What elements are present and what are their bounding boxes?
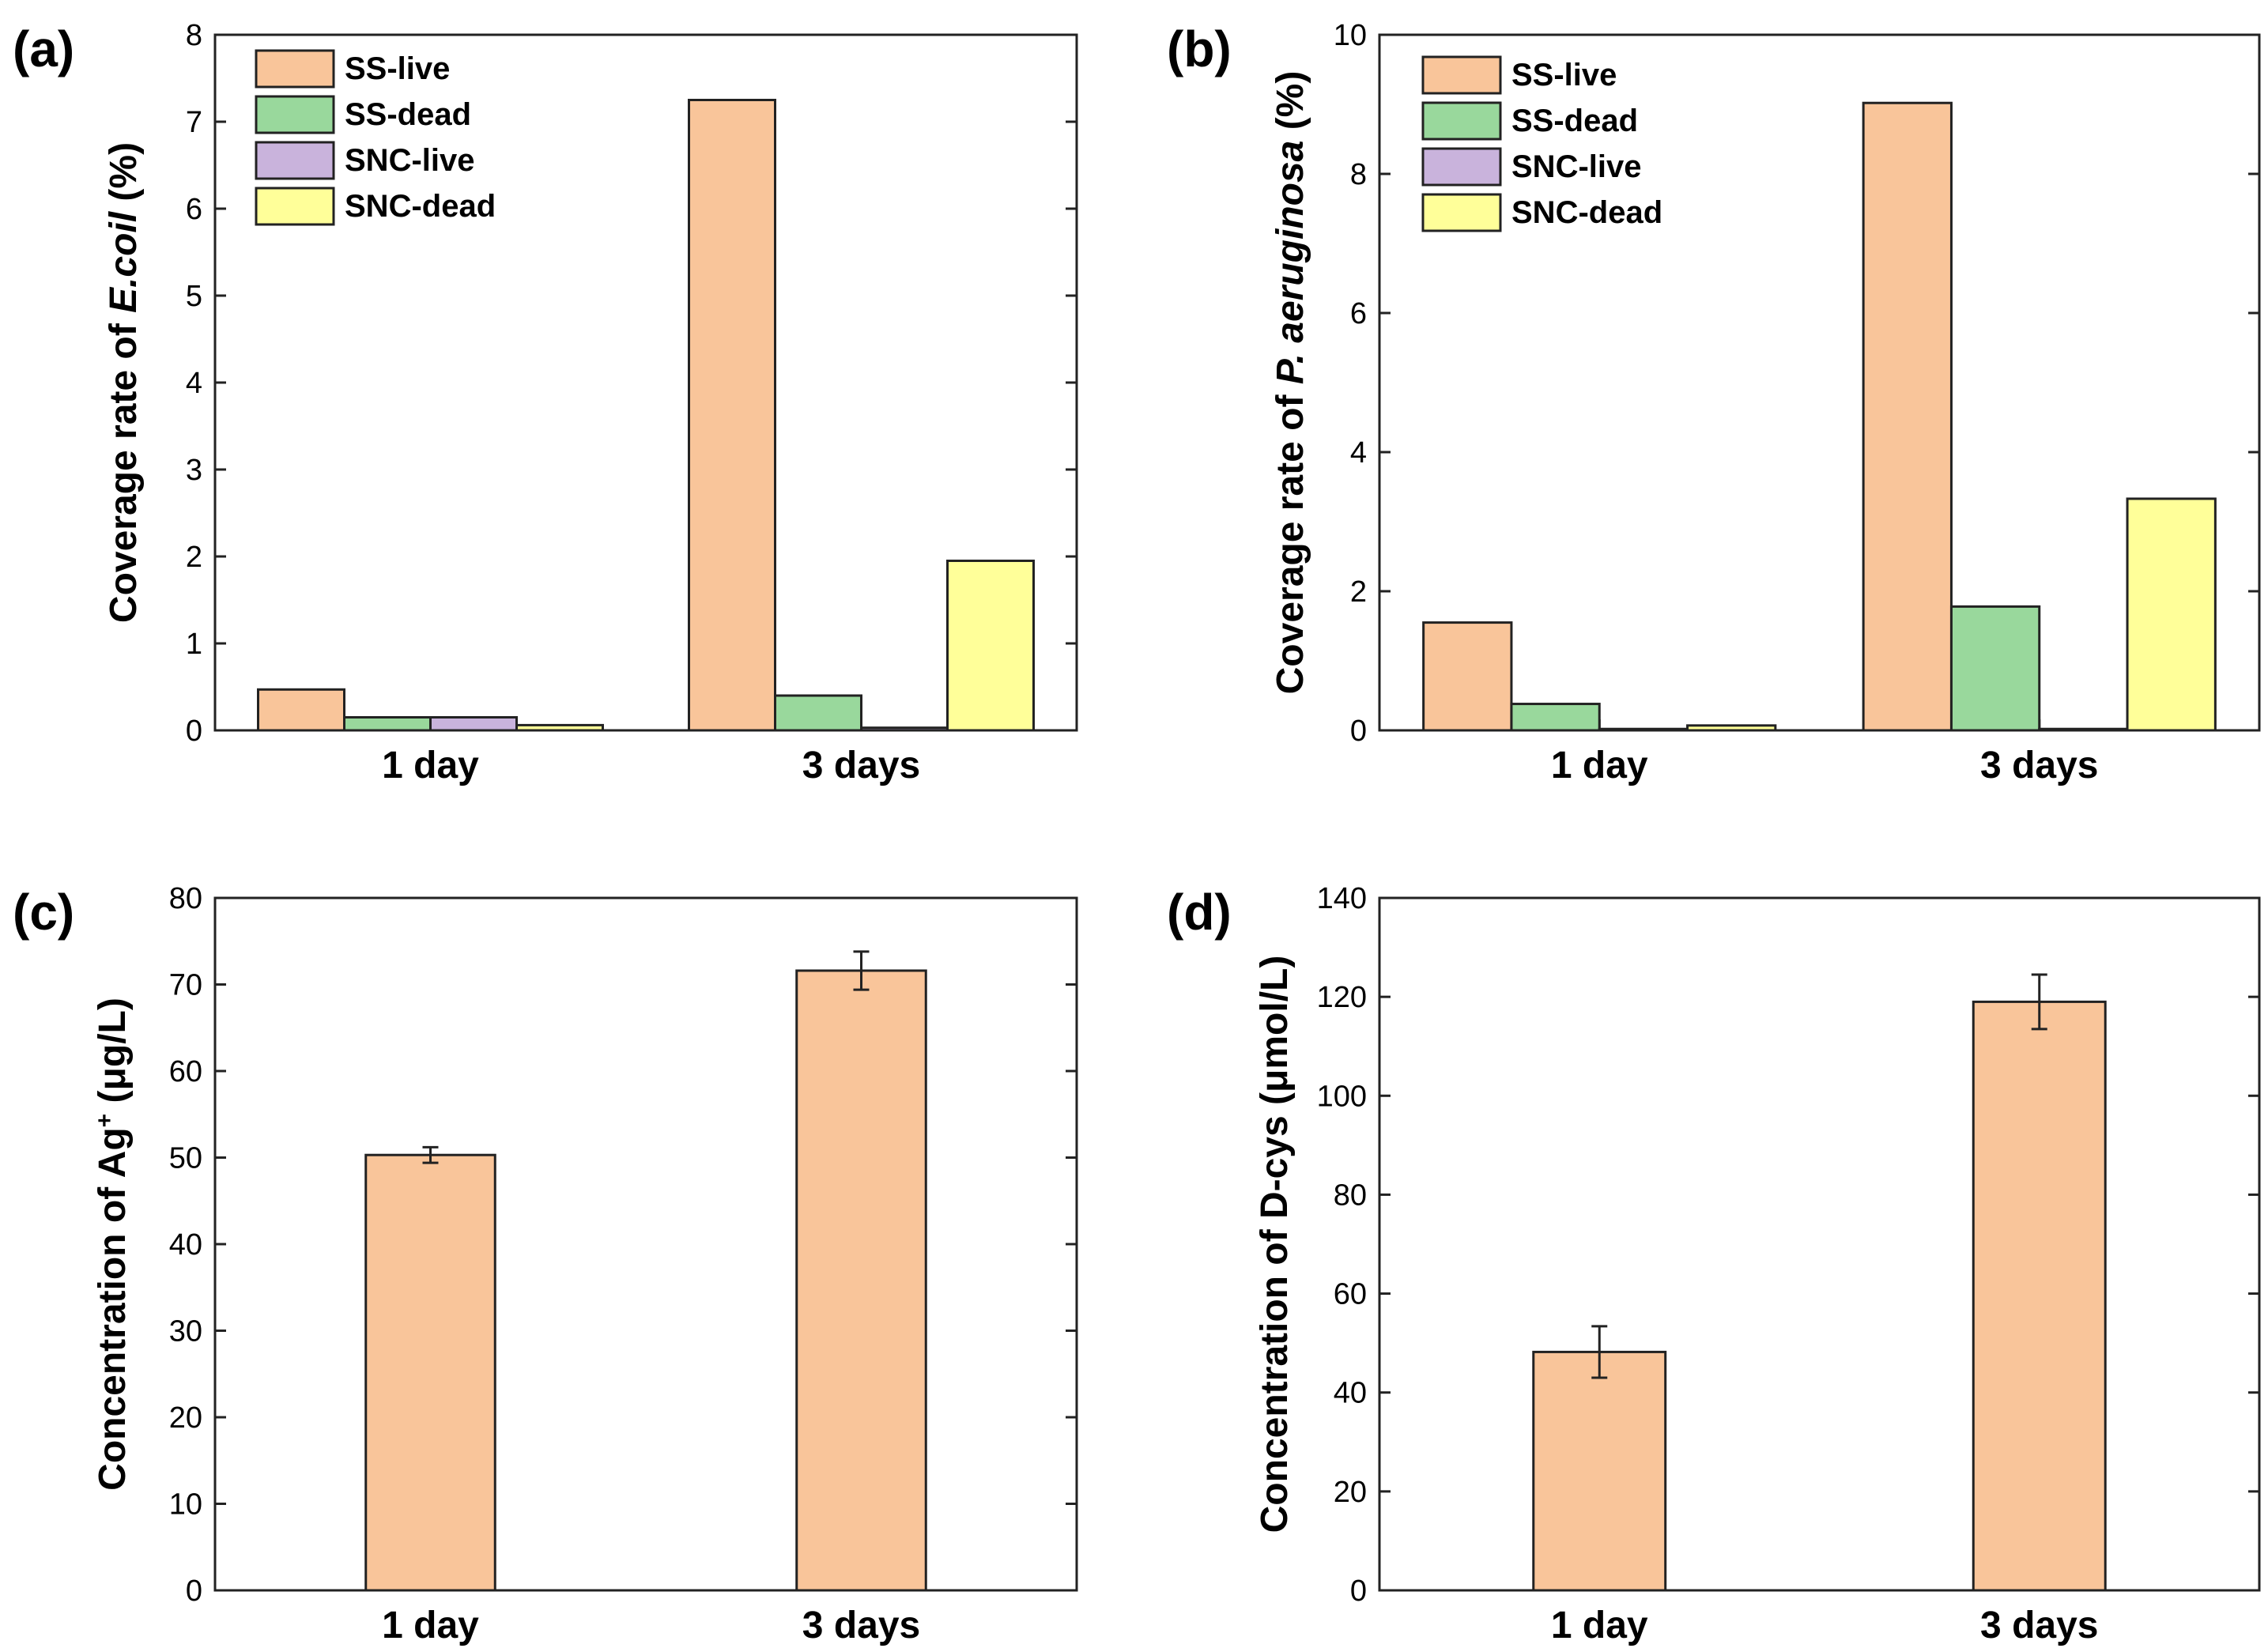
y-tick-label: 100 xyxy=(1317,1080,1367,1113)
y-tick-label: 1 xyxy=(186,628,202,661)
panel-label-d: (d) xyxy=(1167,884,1232,941)
x-category-label: 1 day xyxy=(382,745,479,786)
plot-frame xyxy=(1378,33,2261,732)
y-tick-label: 6 xyxy=(1350,297,1367,330)
legend-swatch xyxy=(1421,147,1502,187)
bar-ss-dead-0 xyxy=(343,716,432,732)
bar-snc-dead-1 xyxy=(2126,497,2217,732)
y-tick-label: 8 xyxy=(186,19,202,52)
legend-entry: SS-live xyxy=(345,51,450,86)
legend-swatch xyxy=(255,141,335,180)
bar-ag--1 xyxy=(795,969,927,1592)
bar-d-cys-1 xyxy=(1972,1000,2107,1592)
y-axis-label-part: E.coil xyxy=(103,210,145,313)
bar-ss-dead-1 xyxy=(774,694,862,732)
panel-label-b: (b) xyxy=(1167,21,1232,77)
y-tick-label: 140 xyxy=(1317,882,1367,915)
legend-entry: SS-live xyxy=(1511,58,1617,92)
y-tick-label: 8 xyxy=(1350,158,1367,191)
y-tick-label: 80 xyxy=(169,882,202,915)
panel-label-c: (c) xyxy=(13,884,74,941)
y-axis-label: Concentration of Ag+ (μg/L) xyxy=(92,998,134,1491)
y-axis-label-part: Concentration of D-cys (μmol/L) xyxy=(1254,956,1296,1533)
y-tick-label: 20 xyxy=(169,1401,202,1435)
y-tick-label: 0 xyxy=(186,1575,202,1608)
y-tick-label: 5 xyxy=(186,280,202,313)
bar-d-cys-0 xyxy=(1532,1350,1667,1592)
chart-d: (d) 0 20 40 60 80 100 120 140 1 day 3 days Concentr… xyxy=(1167,882,2261,1646)
y-axis-label: Coverage rate of E.coil (%) xyxy=(103,142,145,623)
y-tick-label: 4 xyxy=(186,367,202,400)
chart-a: (a) 0 1 2 3 4 5 6 7 8 1 day 3 days Coverage rate of … xyxy=(13,19,1078,786)
legend-swatch xyxy=(1421,55,1502,95)
plot-frame xyxy=(213,896,1078,1592)
y-tick-label: 0 xyxy=(1350,715,1367,748)
y-tick-label: 2 xyxy=(186,541,202,574)
y-tick-label: 50 xyxy=(169,1142,202,1175)
y-tick-label: 4 xyxy=(1350,436,1367,470)
y-tick-label: 10 xyxy=(169,1488,202,1522)
y-tick-label: 120 xyxy=(1317,981,1367,1014)
y-tick-label: 70 xyxy=(169,969,202,1002)
y-axis-label-part: Concentration of Ag xyxy=(92,1127,134,1491)
y-axis-label-part: (%) xyxy=(1270,71,1311,141)
x-category-label: 3 days xyxy=(802,745,920,786)
legend-swatch xyxy=(1421,193,1502,232)
y-tick-label: 10 xyxy=(1334,19,1367,52)
y-tick-label: 30 xyxy=(169,1315,202,1348)
y-tick-label: 2 xyxy=(1350,575,1367,609)
legend-swatch xyxy=(1421,101,1502,141)
y-axis-label-part: (%) xyxy=(103,142,145,212)
y-axis-label-part: Coverage rate of xyxy=(1270,384,1311,694)
y-tick-label: 0 xyxy=(186,715,202,748)
y-tick-label: 7 xyxy=(186,106,202,139)
x-category-label: 1 day xyxy=(1551,1605,1648,1646)
bar-snc-live-0 xyxy=(429,716,518,732)
legend-entry: SNC-live xyxy=(1511,149,1642,184)
y-tick-label: 40 xyxy=(169,1228,202,1262)
y-tick-label: 60 xyxy=(169,1055,202,1088)
y-tick-label: 0 xyxy=(1350,1575,1367,1608)
y-axis-label-part: P. aeruginosa xyxy=(1270,141,1311,385)
y-axis-label-part: Coverage rate of xyxy=(103,313,145,623)
bar-ss-dead-1 xyxy=(1949,605,2041,732)
x-category-label: 1 day xyxy=(382,1605,479,1646)
chart-c: (c) 0 10 20 30 40 50 60 70 80 1 day 3 days Concentra… xyxy=(13,882,1078,1646)
y-axis-label: Coverage rate of P. aeruginosa (%) xyxy=(1270,71,1311,695)
y-tick-label: 60 xyxy=(1334,1278,1367,1311)
bar-snc-dead-1 xyxy=(946,560,1035,732)
y-tick-label: 6 xyxy=(186,193,202,226)
plot-frame xyxy=(213,33,1078,732)
y-axis-label: Concentration of D-cys (μmol/L) xyxy=(1254,956,1296,1533)
y-tick-label: 20 xyxy=(1334,1476,1367,1509)
chart-b: (b) 0 2 4 6 8 10 1 day 3 days Coverage rate of P.… xyxy=(1167,19,2261,786)
y-tick-label: 80 xyxy=(1334,1179,1367,1212)
legend-swatch xyxy=(255,95,335,134)
bar-ss-live-0 xyxy=(1422,621,1513,732)
y-axis-label-part: + xyxy=(92,1114,118,1128)
legend-entry: SNC-dead xyxy=(1511,195,1662,230)
legend-entry: SS-dead xyxy=(345,97,471,132)
bar-ss-dead-0 xyxy=(1510,703,1601,732)
bar-ag--0 xyxy=(364,1153,496,1592)
x-category-label: 3 days xyxy=(802,1605,920,1646)
bar-ss-live-1 xyxy=(1862,101,1953,732)
legend-swatch xyxy=(255,187,335,226)
x-category-label: 1 day xyxy=(1551,745,1648,786)
legend-entry: SS-dead xyxy=(1511,104,1638,138)
y-tick-label: 40 xyxy=(1334,1377,1367,1410)
x-category-label: 3 days xyxy=(1980,745,2098,786)
legend-entry: SNC-live xyxy=(345,143,475,178)
x-category-label: 3 days xyxy=(1980,1605,2098,1646)
bar-ss-live-0 xyxy=(257,688,345,732)
legend-entry: SNC-dead xyxy=(345,189,496,224)
panel-label-a: (a) xyxy=(13,21,74,77)
bar-ss-live-1 xyxy=(688,99,776,732)
plot-frame xyxy=(1378,896,2261,1592)
y-axis-label-part: (μg/L) xyxy=(92,998,134,1114)
y-tick-label: 3 xyxy=(186,454,202,487)
legend-swatch xyxy=(255,49,335,89)
